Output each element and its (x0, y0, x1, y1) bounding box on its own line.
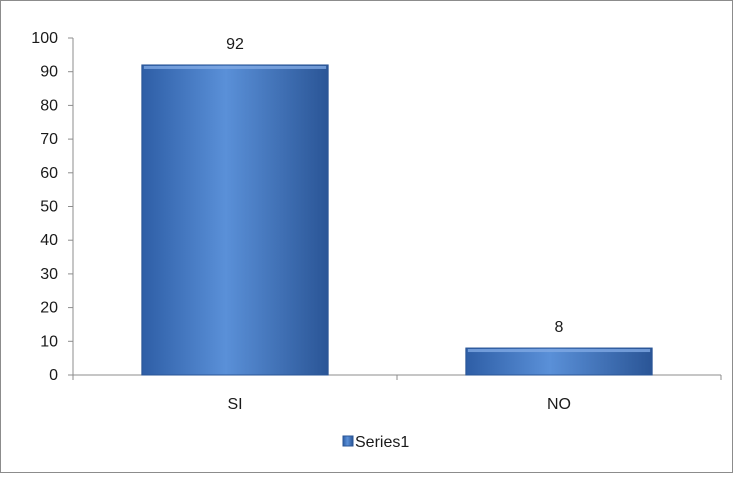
data-label: 92 (226, 36, 244, 53)
y-tick-label: 50 (40, 199, 58, 216)
x-axis: SI NO (72, 374, 722, 413)
bar-highlight (467, 349, 651, 353)
y-tick-label: 60 (40, 165, 58, 182)
bar-si (141, 64, 329, 376)
y-tick-label: 20 (40, 300, 58, 317)
y-tick-label: 70 (40, 131, 58, 148)
bar-no (465, 347, 653, 376)
y-tick-label: 30 (40, 266, 58, 283)
x-tick-label: SI (227, 396, 242, 413)
y-tick-label: 0 (49, 367, 58, 384)
x-tick-label: NO (547, 396, 571, 413)
bars (141, 64, 653, 376)
legend: Series1 (342, 434, 409, 451)
y-axis: 0 10 20 30 40 50 60 70 80 90 100 (31, 30, 74, 384)
y-tick-label: 40 (40, 232, 58, 249)
data-label: 8 (555, 319, 564, 336)
y-tick-label: 10 (40, 333, 58, 350)
y-tick-label: 90 (40, 64, 58, 81)
legend-swatch (342, 435, 354, 447)
bar-highlight (143, 65, 327, 69)
y-tick-label: 100 (31, 30, 58, 47)
data-labels: 92 8 (226, 36, 563, 336)
y-tick-label: 80 (40, 97, 58, 114)
legend-label: Series1 (355, 434, 409, 451)
